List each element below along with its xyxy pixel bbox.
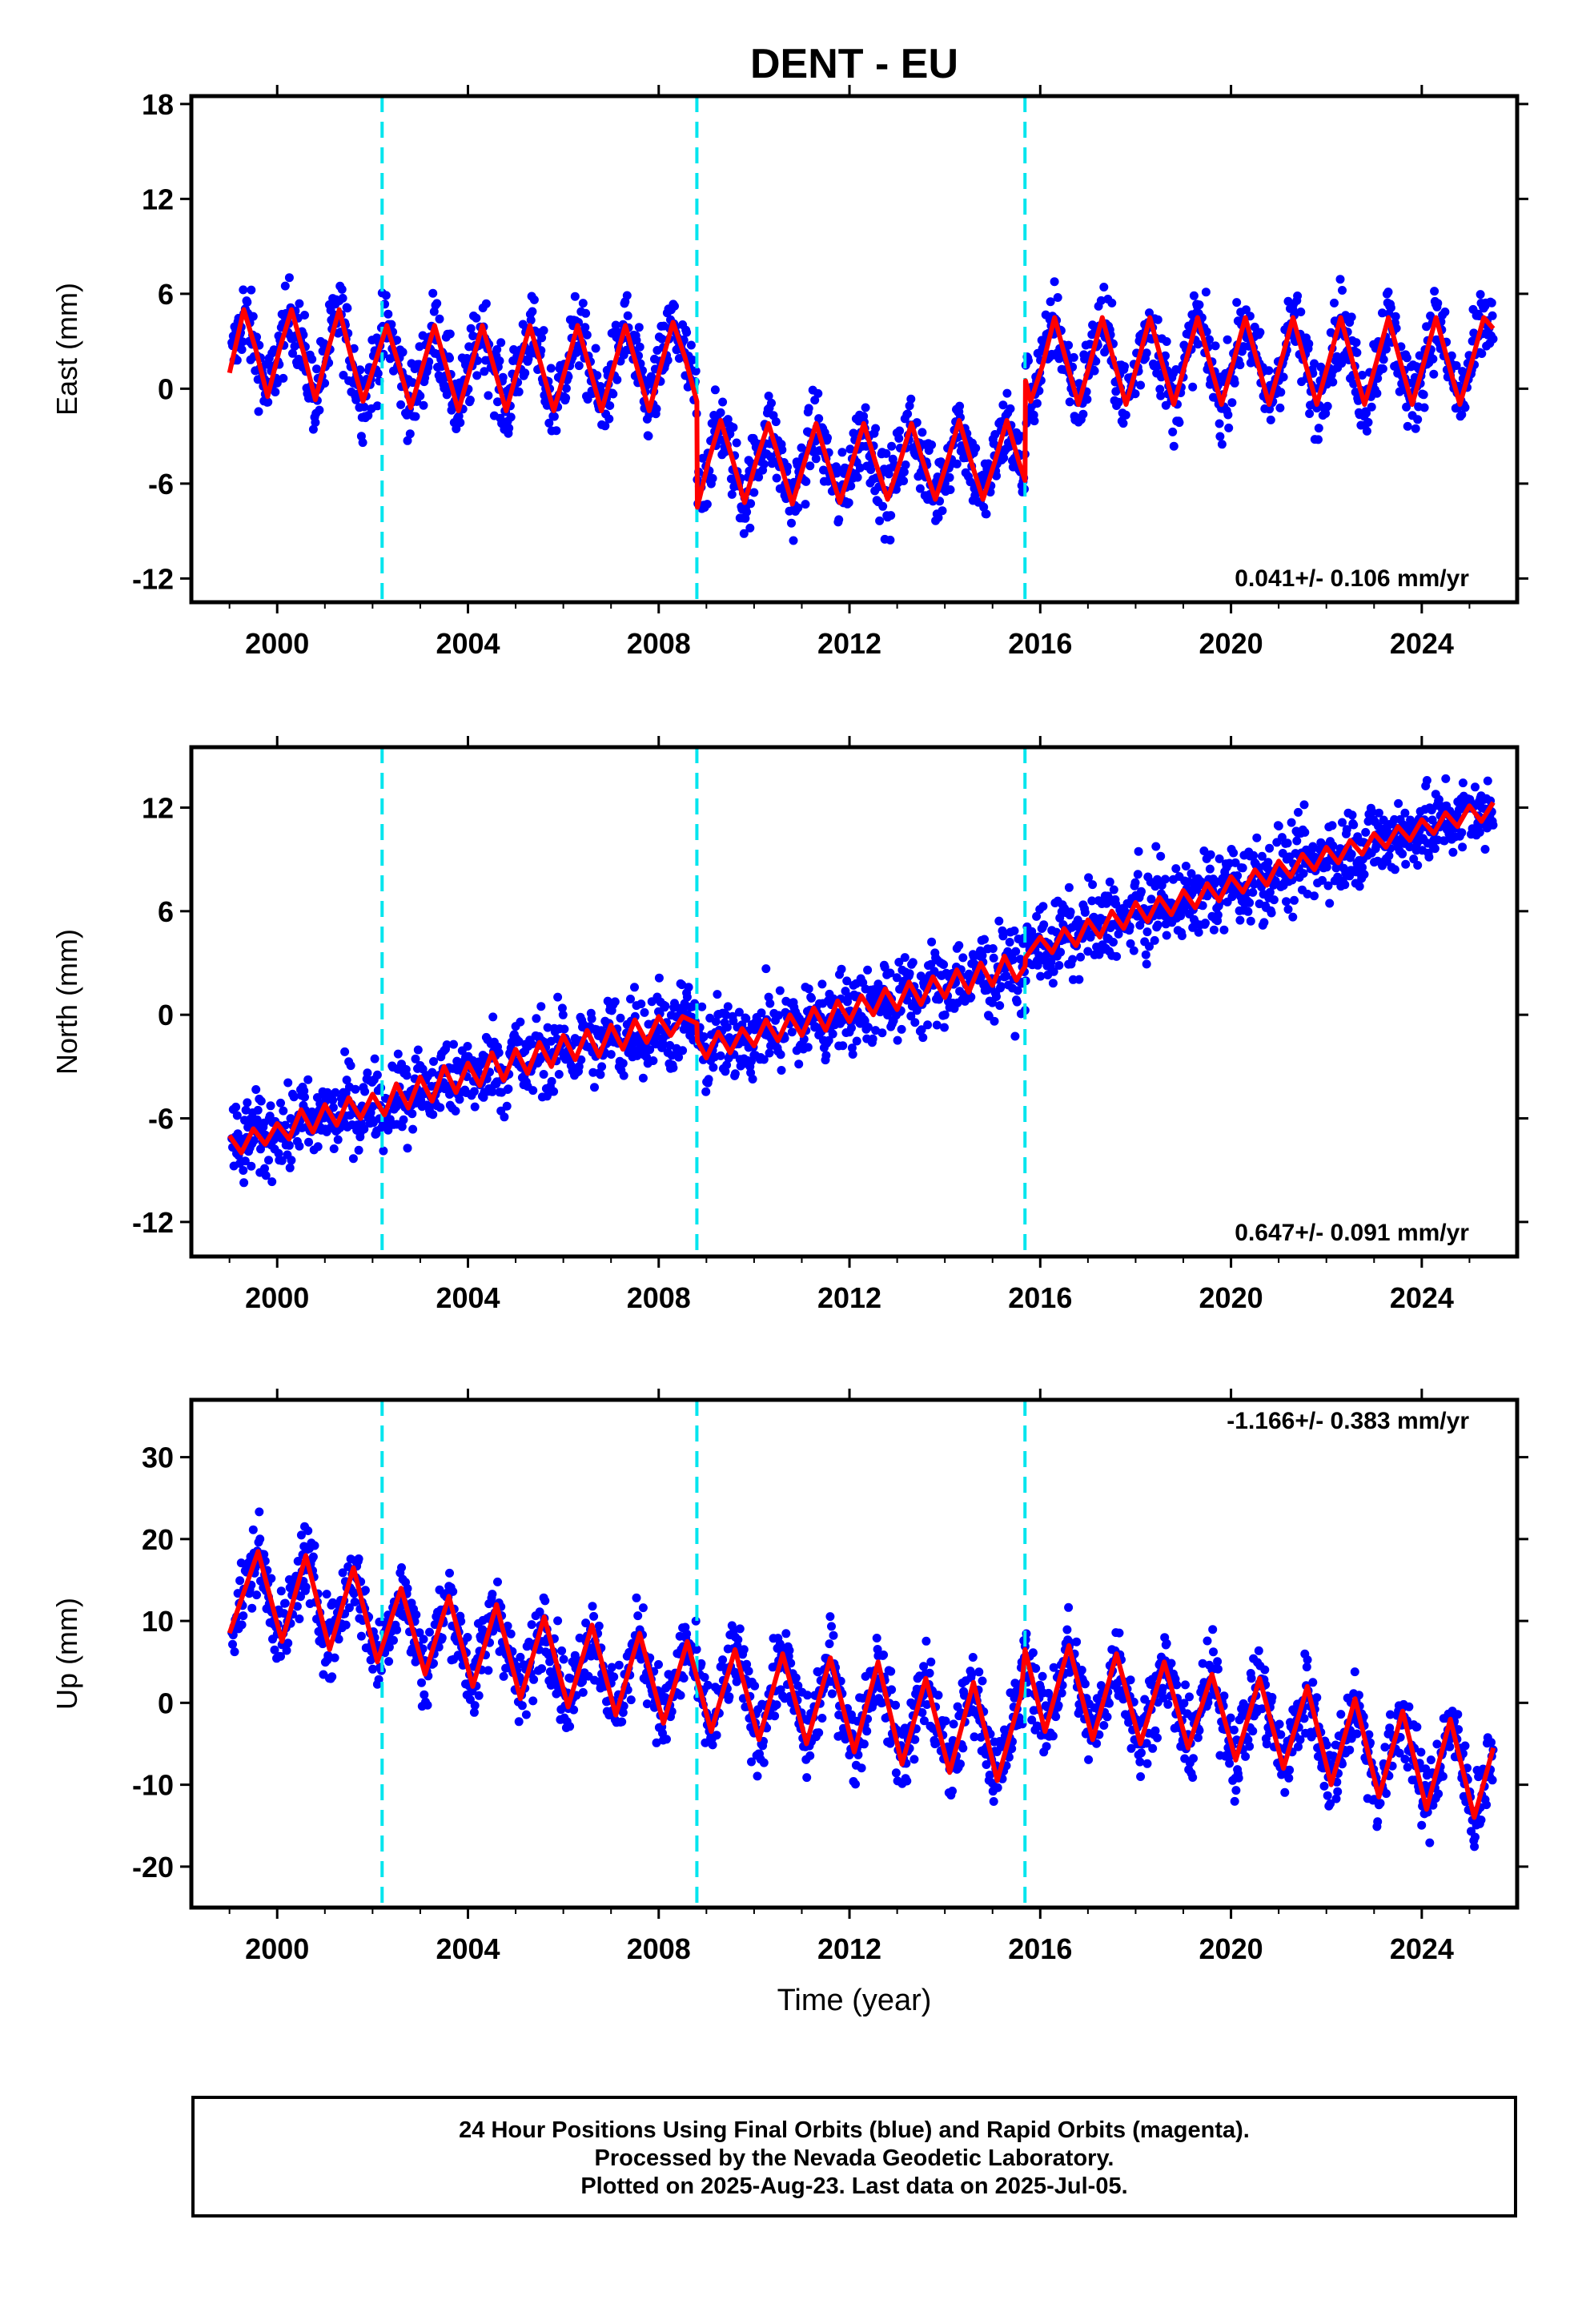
y-tick-label: -12: [132, 1206, 174, 1239]
x-tick-label: 2020: [1199, 627, 1263, 660]
y-axis-label-up: Up (mm): [50, 1598, 83, 1710]
plot-area-north: [227, 747, 1498, 1256]
observed-positions-east: [227, 273, 1498, 545]
y-tick-label: -12: [132, 562, 174, 595]
x-tick-label: 2008: [627, 1281, 691, 1314]
panel-north: 2000 2004 2008 2012 2016 2020 2024 12 6 0 -6 -12 Nor…: [50, 736, 1528, 1314]
x-tick-label: 2012: [817, 1932, 881, 1965]
x-tick-label: 2004: [436, 1281, 500, 1314]
observed-positions-north: [227, 774, 1498, 1188]
x-tick-label: 2020: [1199, 1281, 1263, 1314]
model-curve-east: [227, 307, 1496, 510]
x-tick-label: 2012: [817, 1281, 881, 1314]
velocity-label-north: 0.647+/- 0.091 mm/yr: [1235, 1220, 1469, 1246]
x-tick-label: 2008: [627, 1932, 691, 1965]
x-tick-label: 2016: [1008, 627, 1072, 660]
y-tick-label: -6: [148, 468, 174, 501]
plot-area-east: [227, 96, 1498, 602]
x-tick-label: 2024: [1390, 627, 1454, 660]
y-tick-label: 12: [142, 791, 174, 824]
y-tick-label: -6: [148, 1103, 174, 1136]
model-curve-up: [227, 1549, 1496, 1820]
velocity-label-up: -1.166+/- 0.383 mm/yr: [1227, 1408, 1469, 1434]
y-tick-label: 18: [142, 88, 174, 121]
x-tick-label: 2024: [1390, 1281, 1454, 1314]
y-tick-label: 20: [142, 1523, 174, 1556]
y-tick-label: 30: [142, 1441, 174, 1474]
y-tick-label: 0: [158, 372, 174, 405]
footer-line-processed-by: Processed by the Nevada Geodetic Laborat…: [594, 2145, 1114, 2171]
panels-layer: 2000 2004 2008 2012 2016 2020 2024181260-6-12E…: [50, 85, 1528, 1965]
chart-title: DENT - EU: [750, 41, 958, 87]
x-axis-label: Time (year): [777, 1984, 932, 2017]
x-tick-label: 2004: [436, 627, 500, 660]
y-tick-label: 6: [158, 278, 174, 311]
y-tick-label: 0: [158, 999, 174, 1031]
model-curve-north: [227, 801, 1496, 1156]
velocity-label-east: 0.041+/- 0.106 mm/yr: [1235, 565, 1469, 592]
x-tick-label: 2000: [245, 1281, 309, 1314]
y-axis-label-north: North (mm): [50, 929, 83, 1075]
x-tick-label: 2008: [627, 627, 691, 660]
panel-frame-up: [189, 1397, 1520, 1910]
y-tick-label: -20: [132, 1851, 174, 1884]
footer-note-box: 24 Hour Positions Using Final Orbits (bl…: [191, 2096, 1517, 2217]
y-tick-label: 10: [142, 1605, 174, 1638]
panel-frame-east: [189, 94, 1520, 605]
plot-area-up: [227, 1400, 1498, 1908]
panel-frame-north: [189, 745, 1520, 1259]
y-tick-label: 12: [142, 183, 174, 215]
footer-line-orbits: 24 Hour Positions Using Final Orbits (bl…: [459, 2117, 1250, 2143]
y-tick-label: 6: [158, 895, 174, 928]
observed-positions-up: [227, 1507, 1498, 1852]
x-tick-label: 2024: [1390, 1932, 1454, 1965]
footer-line-plot-date: Plotted on 2025-Aug-23. Last data on 202…: [580, 2173, 1128, 2199]
x-tick-label: 2000: [245, 1932, 309, 1965]
panel-up: 2000 2004 2008 2012 2016 2020 2024 30 20 10 0 -10 -2…: [50, 1389, 1528, 1965]
x-tick-label: 2012: [817, 627, 881, 660]
x-tick-label: 2020: [1199, 1932, 1263, 1965]
x-tick-label: 2016: [1008, 1932, 1072, 1965]
x-tick-label: 2016: [1008, 1281, 1072, 1314]
y-tick-label: 0: [158, 1687, 174, 1719]
panel-east: 2000 2004 2008 2012 2016 2020 2024 18 12 6 0 -6 -12 E…: [50, 85, 1528, 660]
y-axis-label-east: East (mm): [50, 283, 83, 416]
x-tick-label: 2004: [436, 1932, 500, 1965]
x-tick-label: 2000: [245, 627, 309, 660]
y-tick-label: -10: [132, 1769, 174, 1802]
